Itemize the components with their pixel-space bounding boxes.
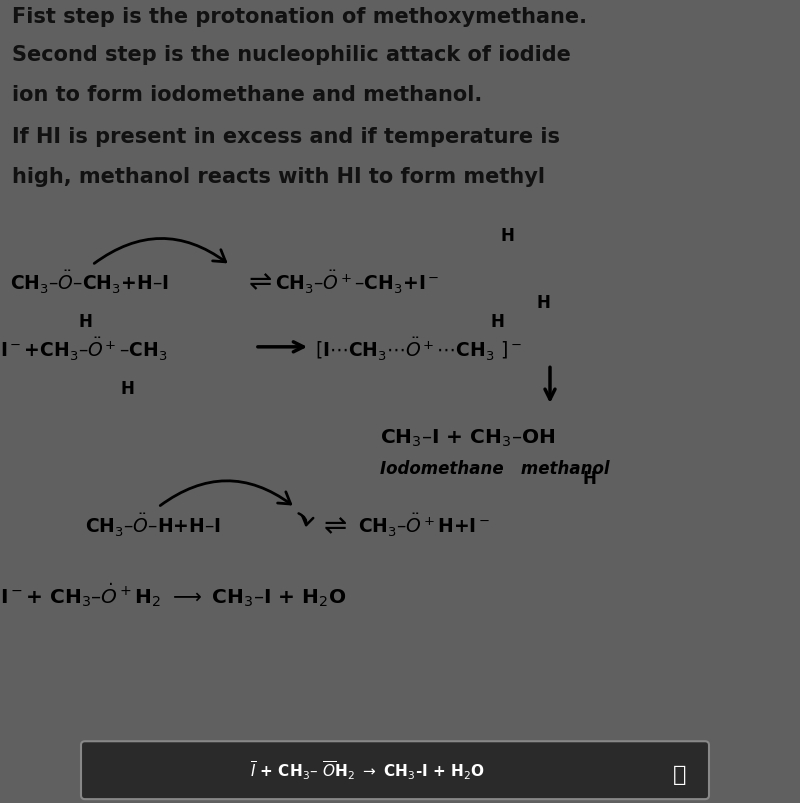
Text: ⤢: ⤢ xyxy=(674,764,686,784)
Text: If HI is present in excess and if temperature is: If HI is present in excess and if temper… xyxy=(12,127,560,147)
Text: I$^-$+CH$_3$–$\ddot{O}$$^+$–CH$_3$: I$^-$+CH$_3$–$\ddot{O}$$^+$–CH$_3$ xyxy=(0,336,167,363)
Text: $\rightleftharpoons$: $\rightleftharpoons$ xyxy=(243,268,272,296)
Text: CH$_3$–$\ddot{O}$–CH$_3$+H–I: CH$_3$–$\ddot{O}$–CH$_3$+H–I xyxy=(10,269,169,296)
Text: $\overline{I}$ + CH$_3$– $\overline{O}$H$_2$ $\rightarrow$ CH$_3$-I + H$_2$O: $\overline{I}$ + CH$_3$– $\overline{O}$H… xyxy=(250,759,485,781)
Text: I$^-$+ CH$_3$–$\dot{O}$$^+$H$_2$ $\longrightarrow$ CH$_3$–I + H$_2$O: I$^-$+ CH$_3$–$\dot{O}$$^+$H$_2$ $\longr… xyxy=(0,581,346,609)
Text: CH$_3$–$\ddot{O}$$^+$–CH$_3$+I$^-$: CH$_3$–$\ddot{O}$$^+$–CH$_3$+I$^-$ xyxy=(275,269,439,296)
FancyBboxPatch shape xyxy=(81,741,709,799)
Text: $\rightleftharpoons$: $\rightleftharpoons$ xyxy=(318,512,347,539)
Text: H: H xyxy=(582,470,596,487)
Text: H: H xyxy=(120,380,134,397)
FancyArrowPatch shape xyxy=(160,481,290,506)
Text: CH$_3$–I + CH$_3$–OH: CH$_3$–I + CH$_3$–OH xyxy=(380,426,555,448)
Text: CH$_3$–$\ddot{O}$–H+H–I: CH$_3$–$\ddot{O}$–H+H–I xyxy=(85,512,221,539)
Text: H: H xyxy=(537,294,551,312)
Text: CH$_3$–$\ddot{O}$$^+$H+I$^-$: CH$_3$–$\ddot{O}$$^+$H+I$^-$ xyxy=(358,512,490,539)
Text: Fist step is the protonation of methoxymethane.: Fist step is the protonation of methoxym… xyxy=(12,7,587,27)
Text: $[$I$\cdots$CH$_3$$\cdots$$\ddot{O}$$^+$$\cdots$CH$_3$ $]^-$: $[$I$\cdots$CH$_3$$\cdots$$\ddot{O}$$^+$… xyxy=(315,336,522,363)
Text: Iodomethane   methanol: Iodomethane methanol xyxy=(380,459,610,477)
Text: ion to form iodomethane and methanol.: ion to form iodomethane and methanol. xyxy=(12,85,482,105)
Text: Second step is the nucleophilic attack of iodide: Second step is the nucleophilic attack o… xyxy=(12,45,571,65)
FancyArrowPatch shape xyxy=(298,514,314,525)
Text: high, methanol reacts with HI to form methyl: high, methanol reacts with HI to form me… xyxy=(12,167,545,187)
FancyArrowPatch shape xyxy=(94,239,226,264)
Text: H: H xyxy=(500,226,514,245)
Text: H: H xyxy=(490,312,504,331)
Text: H: H xyxy=(78,312,92,331)
